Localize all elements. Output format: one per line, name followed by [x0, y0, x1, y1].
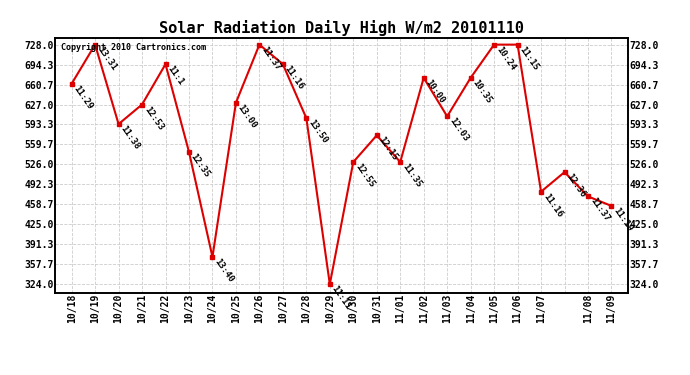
Text: 12:03: 12:03	[447, 116, 470, 144]
Text: Copyright 2010 Cartronics.com: Copyright 2010 Cartronics.com	[61, 43, 206, 52]
Text: 12:55: 12:55	[353, 162, 376, 189]
Text: 10:35: 10:35	[471, 78, 493, 105]
Title: Solar Radiation Daily High W/m2 20101110: Solar Radiation Daily High W/m2 20101110	[159, 20, 524, 36]
Text: 12:53: 12:53	[142, 105, 165, 132]
Text: 11:16: 11:16	[541, 192, 564, 219]
Text: 11:38: 11:38	[119, 124, 141, 151]
Text: 11:16: 11:16	[283, 64, 306, 92]
Text: 11:19: 11:19	[611, 206, 634, 233]
Text: 11:37: 11:37	[588, 196, 611, 223]
Text: 11:15: 11:15	[518, 45, 540, 72]
Text: 11:1: 11:1	[166, 64, 185, 87]
Text: 11:29: 11:29	[72, 84, 95, 111]
Text: 11:37: 11:37	[259, 45, 282, 72]
Text: 12:36: 12:36	[564, 172, 587, 199]
Text: 12:35: 12:35	[189, 152, 212, 179]
Text: 11:11: 11:11	[330, 284, 353, 311]
Text: 13:40: 13:40	[213, 257, 235, 284]
Text: 13:31: 13:31	[95, 45, 118, 72]
Text: 10:00: 10:00	[424, 78, 446, 105]
Text: 12:15: 12:15	[377, 135, 400, 162]
Text: 13:00: 13:00	[236, 103, 259, 130]
Text: 13:50: 13:50	[306, 118, 329, 146]
Text: 10:24: 10:24	[494, 45, 517, 72]
Text: 11:35: 11:35	[400, 162, 423, 189]
